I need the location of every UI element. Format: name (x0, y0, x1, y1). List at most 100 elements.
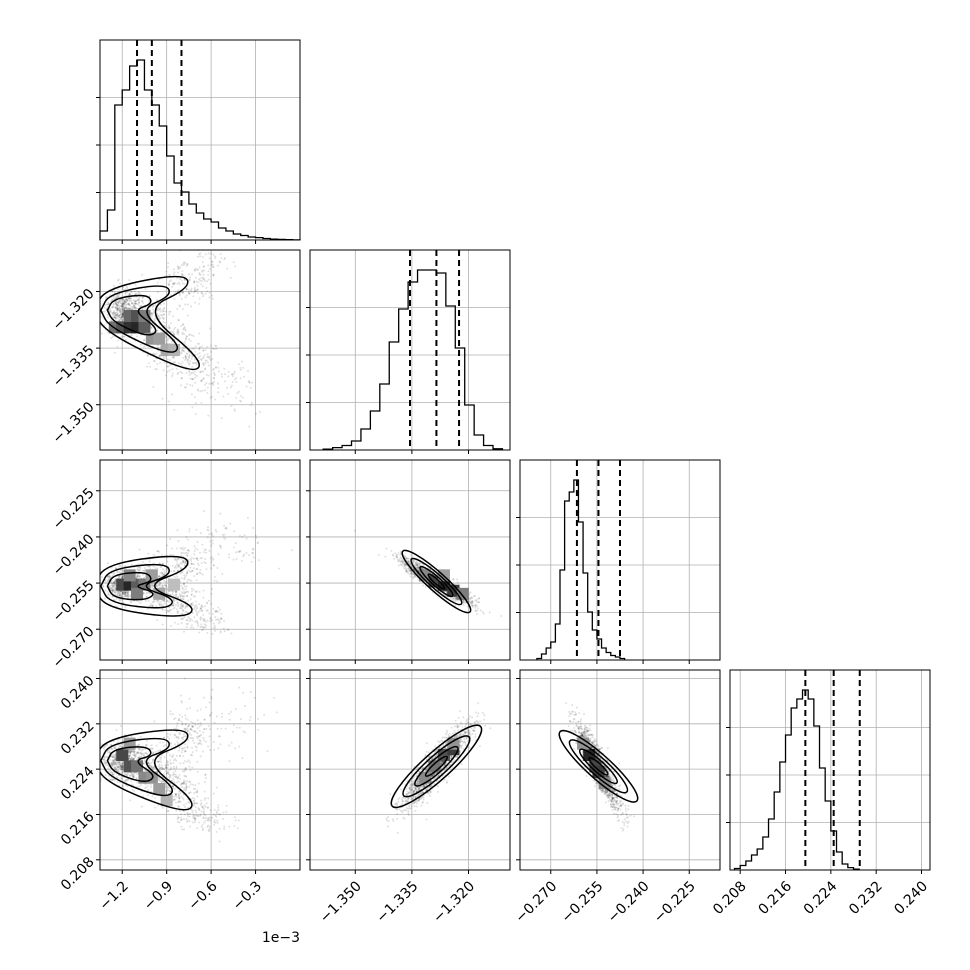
sample-point (199, 618, 202, 621)
sample-point (394, 552, 397, 555)
sample-point (215, 347, 218, 350)
sample-point (118, 314, 121, 317)
sample-point (185, 622, 188, 625)
sample-point (200, 276, 203, 279)
sample-point (124, 307, 127, 310)
sample-point (226, 628, 229, 631)
sample-point (182, 548, 185, 551)
sample-point (121, 592, 124, 595)
sample-point (118, 594, 121, 597)
sample-point (145, 592, 148, 595)
sample-point (161, 608, 164, 611)
sample-point (180, 384, 183, 387)
sample-point (107, 303, 110, 306)
sample-point (121, 590, 124, 593)
sample-point (401, 561, 404, 564)
sample-point (184, 729, 187, 732)
sample-point (210, 544, 213, 547)
sample-point (131, 301, 134, 304)
sample-point (111, 584, 114, 587)
sample-point (239, 366, 242, 369)
sample-point (177, 565, 180, 568)
sample-point (166, 337, 169, 340)
sample-point (167, 262, 170, 265)
sample-point (111, 306, 114, 309)
sample-point (212, 607, 215, 610)
sample-point (190, 562, 193, 565)
sample-point (189, 360, 192, 363)
sample-point (178, 607, 181, 610)
sample-point (144, 599, 147, 602)
sample-point (113, 581, 116, 584)
sample-point (211, 559, 214, 562)
sample-point (452, 597, 455, 600)
sample-point (198, 603, 201, 606)
sample-point (128, 755, 131, 758)
sample-point (195, 361, 198, 364)
sample-point (181, 605, 184, 608)
sample-point (187, 615, 190, 618)
sample-point (190, 603, 193, 606)
sample-point (108, 594, 111, 597)
sample-point (129, 290, 132, 293)
sample-point (118, 575, 121, 578)
sample-point (96, 329, 98, 331)
sample-point (452, 578, 455, 581)
sample-point (410, 570, 413, 573)
y-tick-label: −1.335 (50, 342, 98, 390)
sample-point (123, 304, 126, 307)
sample-point (104, 303, 107, 306)
sample-point (112, 316, 115, 319)
sample-point (167, 590, 170, 593)
sample-point (206, 601, 209, 604)
sample-point (238, 551, 241, 554)
sample-point (207, 374, 210, 377)
sample-point (155, 605, 158, 608)
sample-point (198, 271, 201, 274)
sample-point (158, 354, 161, 357)
sample-point (114, 577, 117, 580)
sample-point (193, 545, 196, 548)
sample-point (138, 301, 141, 304)
sample-point (116, 293, 119, 296)
sample-point (186, 707, 189, 710)
sample-point (166, 569, 169, 572)
sample-point (118, 592, 121, 595)
sample-point (119, 312, 122, 315)
sample-point (183, 577, 186, 580)
sample-point (218, 608, 221, 611)
sample-point (175, 736, 178, 739)
sample-point (202, 377, 205, 380)
sample-point (120, 593, 123, 596)
sample-point (213, 576, 216, 579)
sample-point (113, 588, 116, 591)
sample-point (114, 306, 117, 309)
sample-point (165, 274, 168, 277)
sample-point (190, 289, 193, 292)
sample-point (406, 571, 409, 574)
sample-point (228, 718, 231, 721)
sample-point (402, 565, 405, 568)
sample-point (118, 307, 121, 310)
sample-point (412, 573, 415, 576)
sample-point (122, 335, 125, 338)
sample-point (206, 345, 209, 348)
sample-point (193, 269, 196, 272)
sample-point (122, 590, 125, 593)
sample-point (210, 344, 213, 347)
sample-point (136, 575, 139, 578)
sample-point (257, 541, 260, 544)
sample-point (214, 610, 217, 613)
sample-point (172, 355, 175, 358)
sample-point (176, 308, 179, 311)
sample-point (171, 283, 174, 286)
sample-point (198, 347, 201, 350)
sample-point (184, 329, 187, 332)
sample-point (114, 316, 117, 319)
sample-point (157, 309, 160, 312)
sample-point (111, 585, 114, 588)
sample-point (185, 591, 188, 594)
sample-point (406, 567, 409, 570)
sample-point (415, 560, 418, 563)
sample-point (120, 302, 123, 305)
